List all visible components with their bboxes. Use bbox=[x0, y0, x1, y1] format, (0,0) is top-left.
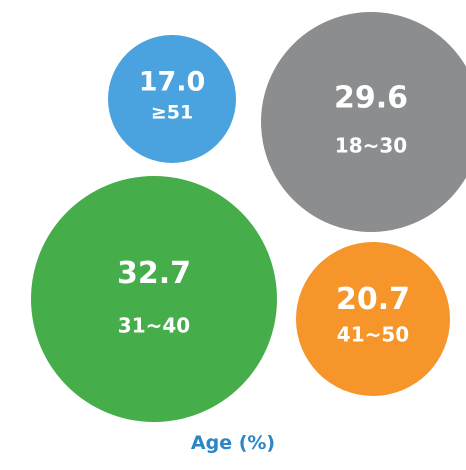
category-label: 18~30 bbox=[335, 133, 407, 157]
bubble-circle bbox=[261, 12, 466, 232]
category-label: 31~40 bbox=[118, 314, 190, 338]
bubble-2: 32.7 31~40 bbox=[31, 176, 277, 422]
bubble-0: 17.0 ≥51 bbox=[108, 35, 236, 163]
value-label: 29.6 bbox=[334, 81, 408, 116]
bubble-circle bbox=[108, 35, 236, 163]
bubble-circle bbox=[31, 176, 277, 422]
bubble-1: 29.6 18~30 bbox=[261, 12, 466, 232]
value-label: 32.7 bbox=[117, 256, 191, 291]
value-label: 17.0 bbox=[139, 67, 206, 98]
bubble-3: 20.7 41~50 bbox=[296, 242, 450, 396]
bubble-circle bbox=[296, 242, 450, 396]
category-label: 41~50 bbox=[337, 322, 409, 346]
axis-label: Age (%) bbox=[190, 432, 276, 454]
category-label: ≥51 bbox=[151, 101, 193, 123]
value-label: 20.7 bbox=[336, 282, 410, 317]
